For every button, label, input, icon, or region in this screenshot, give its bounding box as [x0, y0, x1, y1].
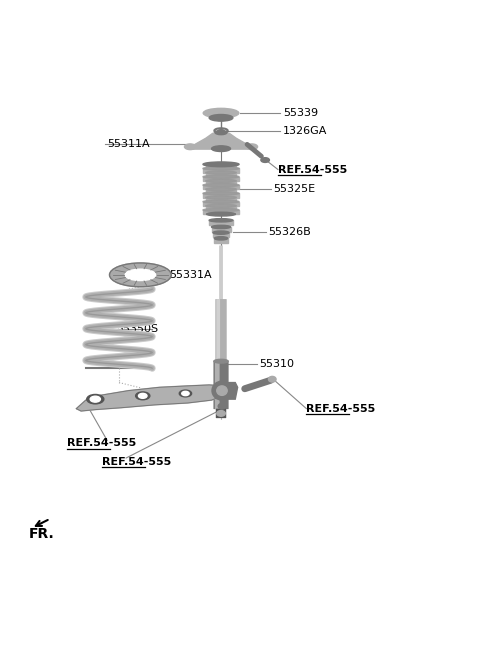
Text: 55350S: 55350S [117, 323, 159, 334]
Polygon shape [203, 176, 239, 181]
Ellipse shape [203, 108, 239, 118]
Polygon shape [212, 227, 230, 232]
Ellipse shape [218, 130, 224, 132]
Text: REF.54-555: REF.54-555 [67, 438, 136, 448]
Polygon shape [206, 181, 236, 185]
Polygon shape [203, 169, 239, 173]
Text: 55331A: 55331A [169, 270, 212, 280]
Text: 55325E: 55325E [273, 184, 315, 194]
Ellipse shape [217, 386, 227, 396]
Ellipse shape [203, 209, 239, 212]
Text: 55339: 55339 [283, 108, 318, 118]
Ellipse shape [203, 162, 239, 167]
Ellipse shape [184, 144, 196, 150]
Polygon shape [206, 197, 236, 201]
Text: REF.54-555: REF.54-555 [306, 403, 376, 414]
FancyBboxPatch shape [216, 409, 226, 418]
Polygon shape [190, 133, 252, 149]
Ellipse shape [212, 146, 230, 152]
Polygon shape [203, 210, 239, 214]
Ellipse shape [217, 411, 225, 417]
Ellipse shape [138, 394, 147, 398]
Ellipse shape [206, 213, 236, 216]
Polygon shape [206, 206, 236, 210]
FancyBboxPatch shape [215, 361, 219, 409]
Ellipse shape [203, 167, 239, 170]
FancyBboxPatch shape [216, 299, 227, 361]
Ellipse shape [261, 157, 269, 163]
Ellipse shape [212, 381, 232, 400]
Ellipse shape [268, 377, 276, 382]
Polygon shape [206, 164, 236, 169]
Ellipse shape [209, 115, 233, 121]
Text: REF.54-555: REF.54-555 [102, 457, 172, 467]
Ellipse shape [206, 163, 236, 166]
Polygon shape [203, 194, 239, 197]
Ellipse shape [203, 200, 239, 203]
Polygon shape [209, 220, 233, 225]
Ellipse shape [109, 263, 171, 287]
Polygon shape [206, 189, 236, 194]
Ellipse shape [209, 218, 233, 222]
Ellipse shape [246, 144, 258, 150]
Ellipse shape [206, 188, 236, 191]
Ellipse shape [214, 359, 228, 363]
Ellipse shape [215, 131, 227, 134]
Text: 55311A: 55311A [107, 139, 150, 150]
Ellipse shape [182, 392, 189, 396]
Ellipse shape [125, 269, 156, 281]
Ellipse shape [206, 171, 236, 174]
Ellipse shape [179, 390, 192, 397]
Ellipse shape [218, 403, 226, 409]
Text: 55326B: 55326B [268, 228, 311, 237]
Text: 55310: 55310 [259, 359, 294, 369]
Text: 1326GA: 1326GA [283, 126, 327, 136]
Ellipse shape [90, 396, 100, 402]
FancyBboxPatch shape [219, 245, 223, 300]
Text: FR.: FR. [29, 527, 55, 541]
Ellipse shape [206, 196, 236, 199]
Ellipse shape [203, 192, 239, 195]
Polygon shape [219, 382, 238, 399]
Ellipse shape [203, 175, 239, 178]
Polygon shape [203, 185, 239, 189]
Polygon shape [215, 238, 228, 243]
Ellipse shape [215, 237, 228, 240]
Text: REF.54-555: REF.54-555 [278, 165, 347, 174]
FancyBboxPatch shape [214, 361, 228, 409]
Polygon shape [206, 173, 236, 176]
Ellipse shape [212, 225, 230, 228]
Ellipse shape [203, 184, 239, 187]
Polygon shape [76, 385, 223, 411]
Ellipse shape [206, 179, 236, 182]
Ellipse shape [206, 204, 236, 207]
Ellipse shape [136, 392, 150, 400]
Ellipse shape [213, 231, 229, 234]
Ellipse shape [87, 394, 104, 404]
FancyBboxPatch shape [216, 299, 220, 361]
Polygon shape [213, 233, 229, 237]
Polygon shape [203, 201, 239, 206]
